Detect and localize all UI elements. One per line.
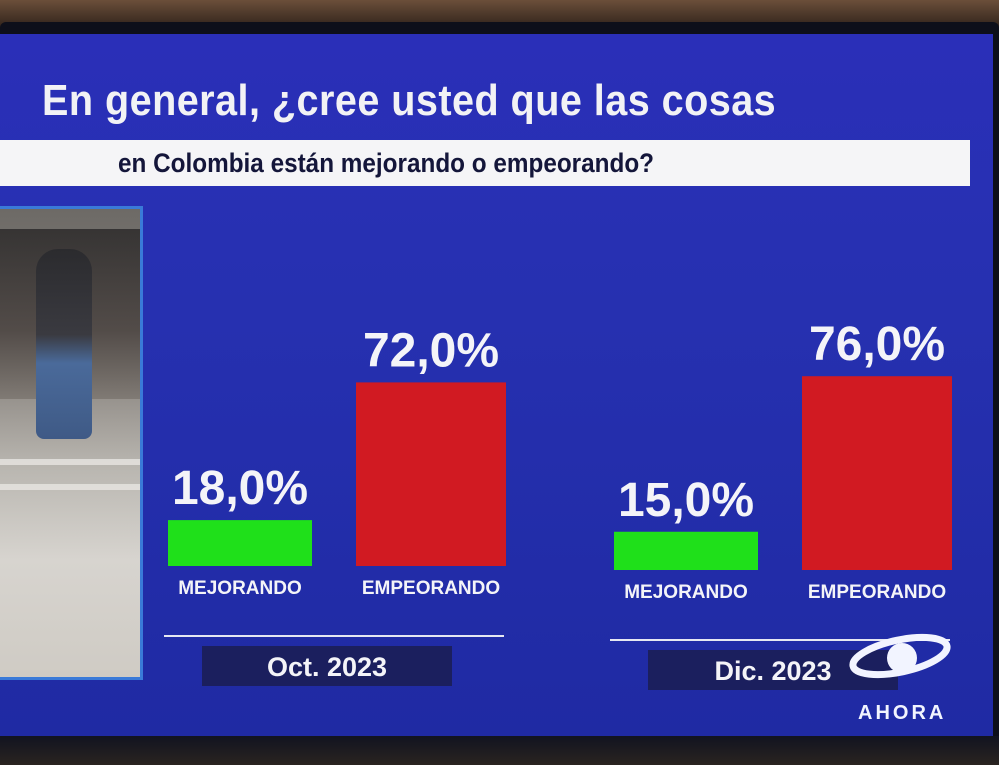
- crosswalk-stripe: [0, 484, 140, 490]
- category-label-mejorando: MEJORANDO: [178, 578, 302, 599]
- bar-empeorando: [802, 376, 952, 570]
- category-label-mejorando: MEJORANDO: [624, 582, 748, 603]
- bar-chart: 18,0% MEJORANDO 72,0% EMPEORANDO Oct. 2023 15…: [164, 318, 952, 690]
- period-label: Oct. 2023: [267, 652, 387, 682]
- period-label: Dic. 2023: [714, 656, 831, 686]
- logo-text: AHORA: [858, 702, 947, 724]
- chart-subtitle: en Colombia están mejorando o empeorando…: [118, 148, 655, 178]
- crowd-photo: [0, 206, 143, 680]
- bar-mejorando: [168, 520, 312, 566]
- chart-title: En general, ¿cree usted que las cosas: [42, 76, 777, 125]
- data-label-empeorando: 72,0%: [363, 324, 499, 377]
- period-label-bg: [202, 646, 452, 686]
- crosswalk-stripe: [0, 459, 140, 465]
- data-label-mejorando: 18,0%: [172, 462, 308, 515]
- bar-empeorando: [356, 382, 506, 566]
- tv-screen: En general, ¿cree usted que las cosas en…: [0, 34, 993, 736]
- pedestrian-shape: [36, 249, 92, 439]
- data-label-mejorando: 15,0%: [618, 474, 754, 527]
- subtitle-bar: en Colombia están mejorando o empeorando…: [0, 140, 970, 186]
- category-label-empeorando: EMPEORANDO: [808, 582, 946, 603]
- bar-mejorando: [614, 531, 758, 570]
- caracol-tv-logo-icon: [849, 633, 951, 679]
- tv-bottom-bezel: [0, 736, 999, 765]
- data-label-empeorando: 76,0%: [809, 318, 945, 371]
- category-label-empeorando: EMPEORANDO: [362, 578, 500, 599]
- logo-eye: [887, 643, 917, 673]
